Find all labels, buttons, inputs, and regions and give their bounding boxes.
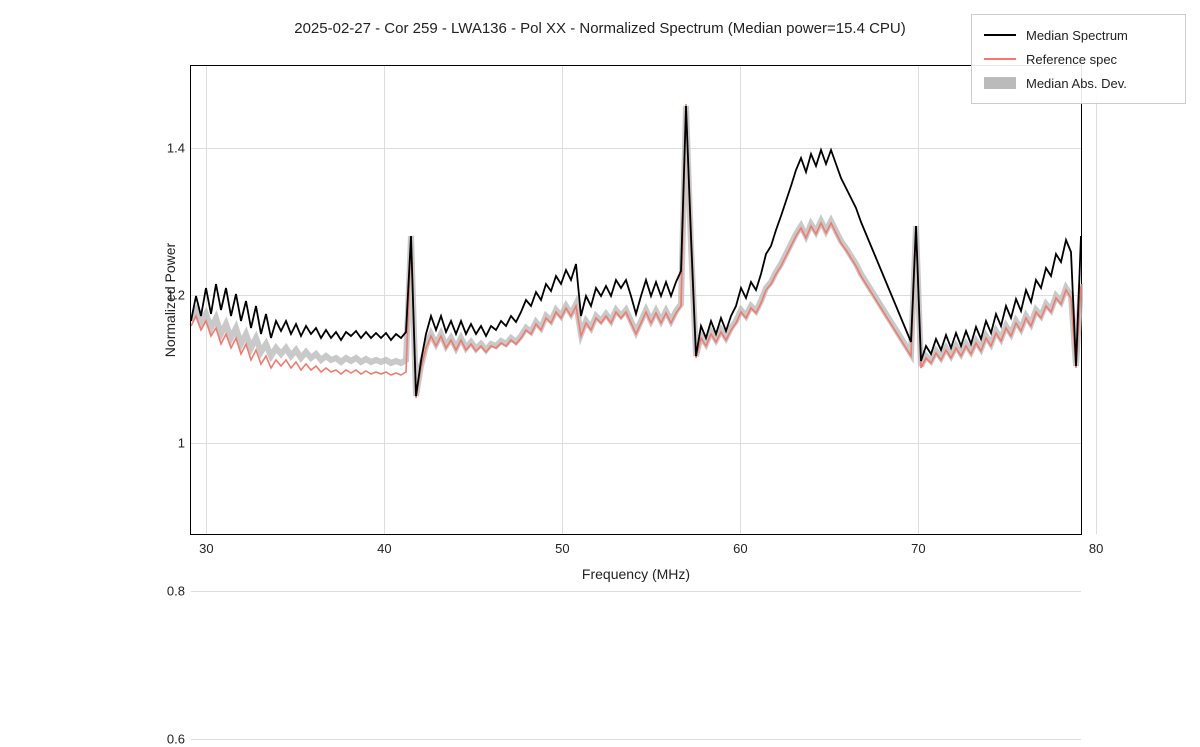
y-axis-label: Normalized Power <box>162 243 178 357</box>
gridline-v-80 <box>1096 66 1097 534</box>
reference-spec-swatch <box>984 58 1016 60</box>
x-axis-label: Frequency (MHz) <box>582 566 690 582</box>
xtick-label-40: 40 <box>369 541 399 556</box>
xtick-label-30: 30 <box>191 541 221 556</box>
xtick-label-80: 80 <box>1081 541 1111 556</box>
gridline-h-4 <box>191 739 1081 740</box>
legend-label-median-abs-dev: Median Abs. Dev. <box>1026 76 1127 91</box>
spectrum-plot-svg <box>191 66 1083 536</box>
legend-row-reference-spec: Reference spec <box>984 47 1173 71</box>
legend-row-median-spectrum: Median Spectrum <box>984 23 1173 47</box>
legend-box[interactable]: Median Spectrum Reference spec Median Ab… <box>971 14 1186 104</box>
ytick-label-3: 0.8 <box>153 584 185 599</box>
ytick-label-2: 1 <box>153 436 185 451</box>
xtick-label-50: 50 <box>547 541 577 556</box>
legend-label-reference-spec: Reference spec <box>1026 52 1117 67</box>
xtick-label-60: 60 <box>725 541 755 556</box>
legend-row-median-abs-dev: Median Abs. Dev. <box>984 71 1173 95</box>
gridline-h-3 <box>191 591 1081 592</box>
median-abs-dev-swatch <box>984 77 1016 89</box>
legend-label-median-spectrum: Median Spectrum <box>1026 28 1128 43</box>
plot-area: 1.4 1.2 1 0.8 0.6 30 40 50 60 70 80 Norm… <box>190 65 1082 535</box>
xtick-label-70: 70 <box>903 541 933 556</box>
ytick-label-0: 1.4 <box>153 140 185 155</box>
ytick-label-4: 0.6 <box>153 732 185 747</box>
median-spectrum-swatch <box>984 34 1016 36</box>
chart-root: 2025-02-27 - Cor 259 - LWA136 - Pol XX -… <box>0 0 1200 600</box>
